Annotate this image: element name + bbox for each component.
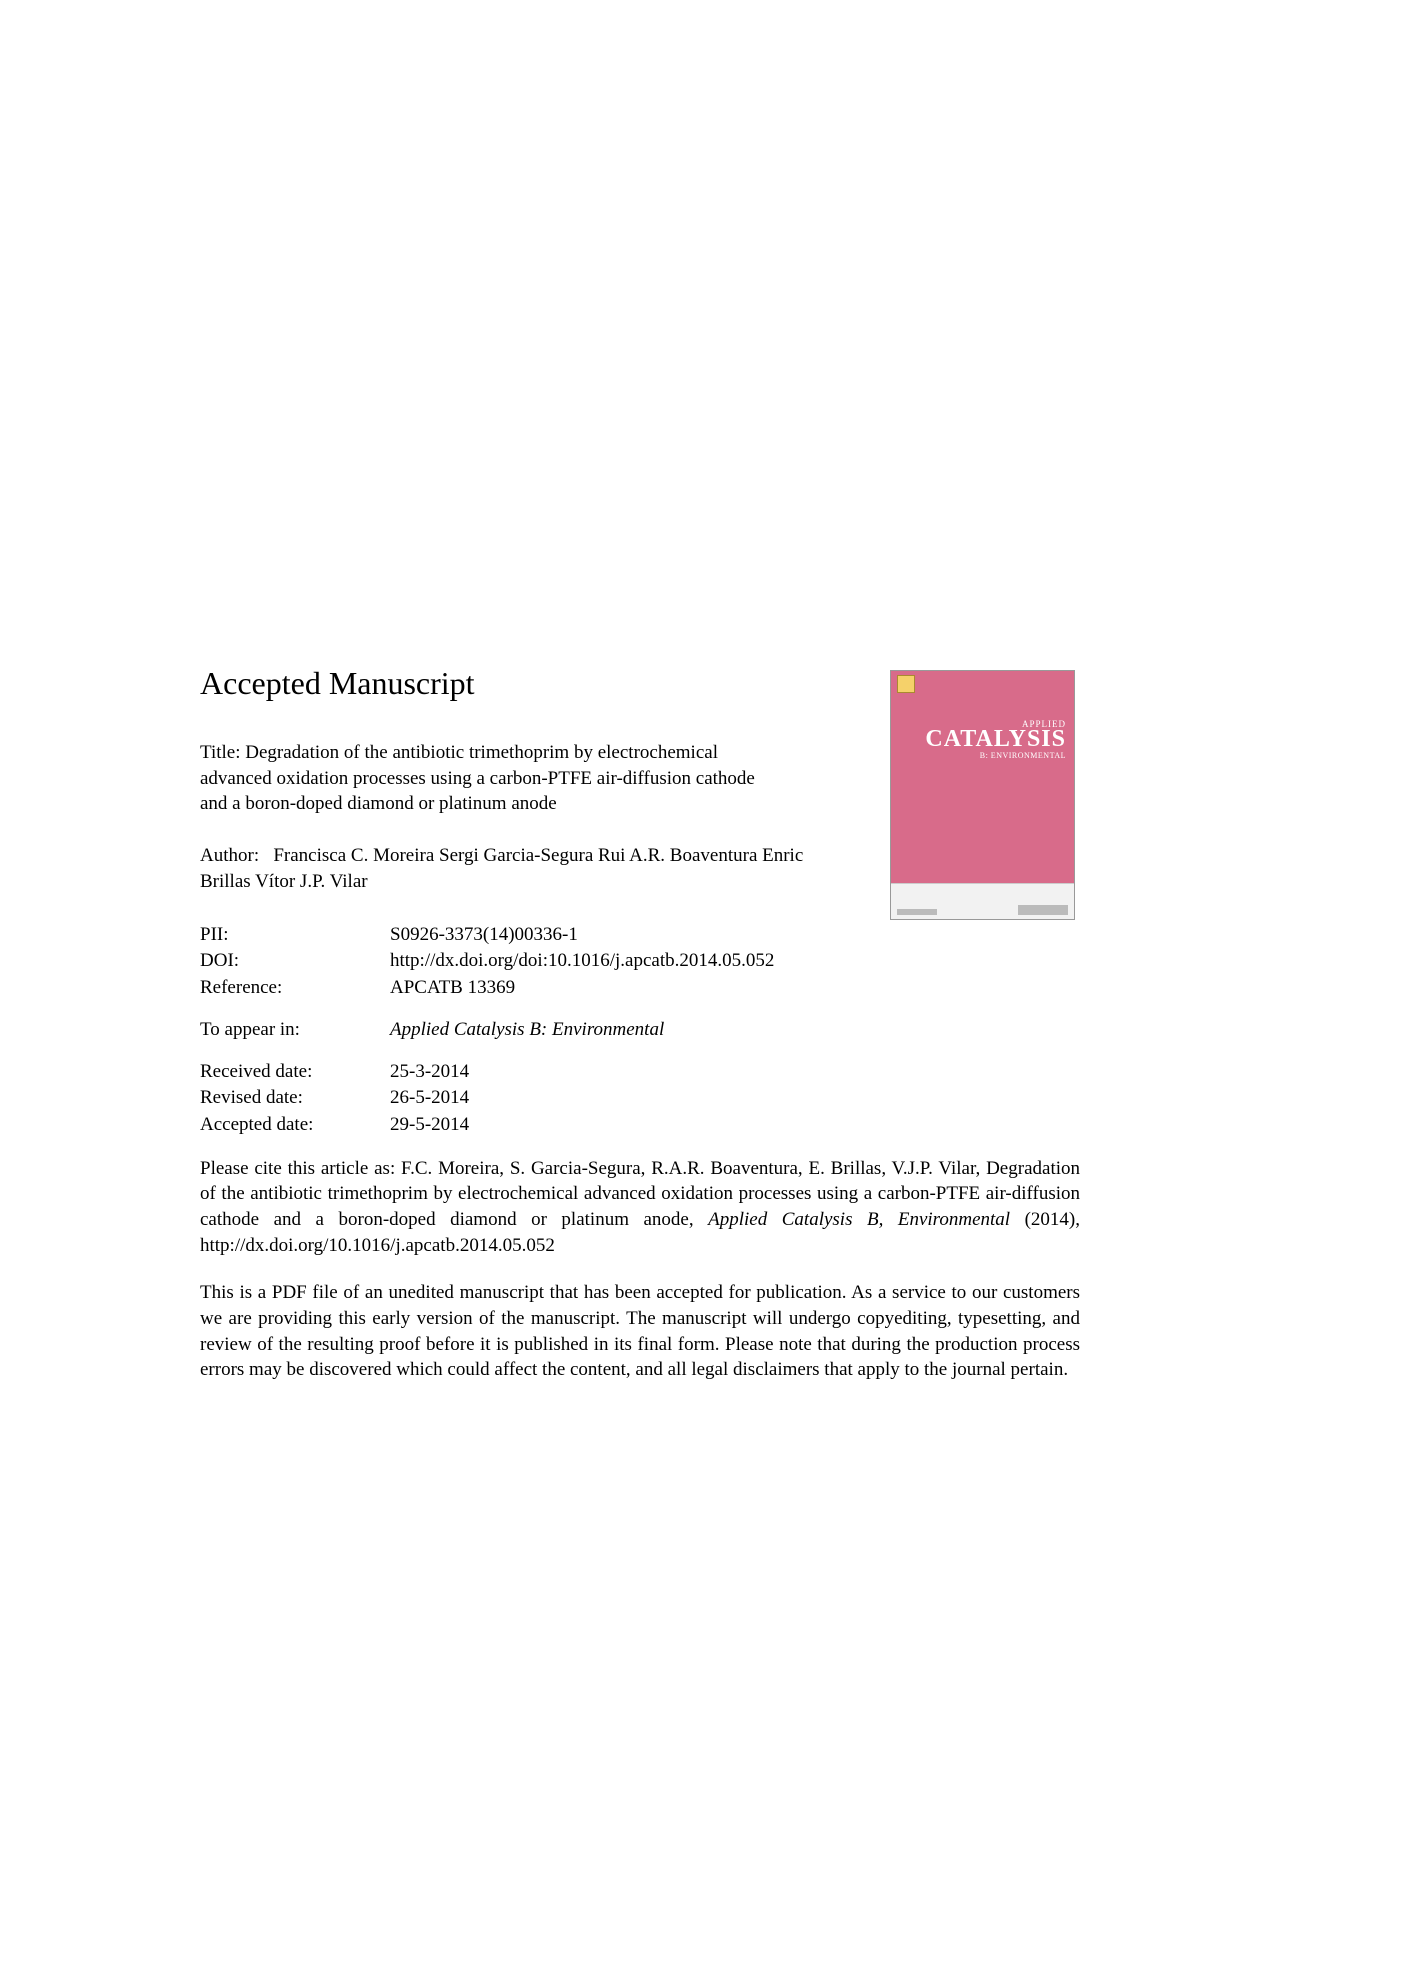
pii-label: PII: [200, 922, 390, 948]
accepted-label: Accepted date: [200, 1112, 390, 1138]
revised-value: 26-5-2014 [390, 1085, 469, 1111]
appear-label: To appear in: [200, 1017, 390, 1043]
accepted-manuscript-heading: Accepted Manuscript [200, 665, 1080, 702]
title-label: Title: [200, 742, 241, 763]
meta-row-pii: PII: S0926-3373(14)00336-1 [200, 922, 1080, 948]
meta-row-received: Received date: 25-3-2014 [200, 1059, 1080, 1085]
revised-label: Revised date: [200, 1085, 390, 1111]
received-label: Received date: [200, 1059, 390, 1085]
meta-row-reference: Reference: APCATB 13369 [200, 975, 1080, 1001]
meta-row-revised: Revised date: 26-5-2014 [200, 1085, 1080, 1111]
manuscript-page: Accepted Manuscript Title: Degradation o… [200, 665, 1080, 1383]
reference-label: Reference: [200, 975, 390, 1001]
pii-value: S0926-3373(14)00336-1 [390, 922, 578, 948]
meta-row-appear: To appear in: Applied Catalysis B: Envir… [200, 1017, 1080, 1043]
appear-value: Applied Catalysis B: Environmental [390, 1017, 664, 1043]
received-value: 25-3-2014 [390, 1059, 469, 1085]
citation-journal: Applied Catalysis B, Environmental [708, 1209, 1010, 1230]
disclaimer-paragraph: This is a PDF file of an unedited manusc… [200, 1280, 1080, 1383]
metadata-table: PII: S0926-3373(14)00336-1 DOI: http://d… [200, 922, 1080, 1138]
citation-paragraph: Please cite this article as: F.C. Moreir… [200, 1156, 1080, 1259]
meta-row-accepted: Accepted date: 29-5-2014 [200, 1112, 1080, 1138]
author-block: Author: Francisca C. Moreira Sergi Garci… [200, 843, 820, 894]
title-block: Title: Degradation of the antibiotic tri… [200, 740, 770, 817]
title-text: Degradation of the antibiotic trimethopr… [200, 742, 755, 814]
doi-value: http://dx.doi.org/doi:10.1016/j.apcatb.2… [390, 948, 774, 974]
accepted-value: 29-5-2014 [390, 1112, 469, 1138]
author-label: Author: [200, 845, 259, 866]
meta-row-doi: DOI: http://dx.doi.org/doi:10.1016/j.apc… [200, 948, 1080, 974]
reference-value: APCATB 13369 [390, 975, 515, 1001]
author-text: Francisca C. Moreira Sergi Garcia-Segura… [200, 845, 803, 892]
doi-label: DOI: [200, 948, 390, 974]
